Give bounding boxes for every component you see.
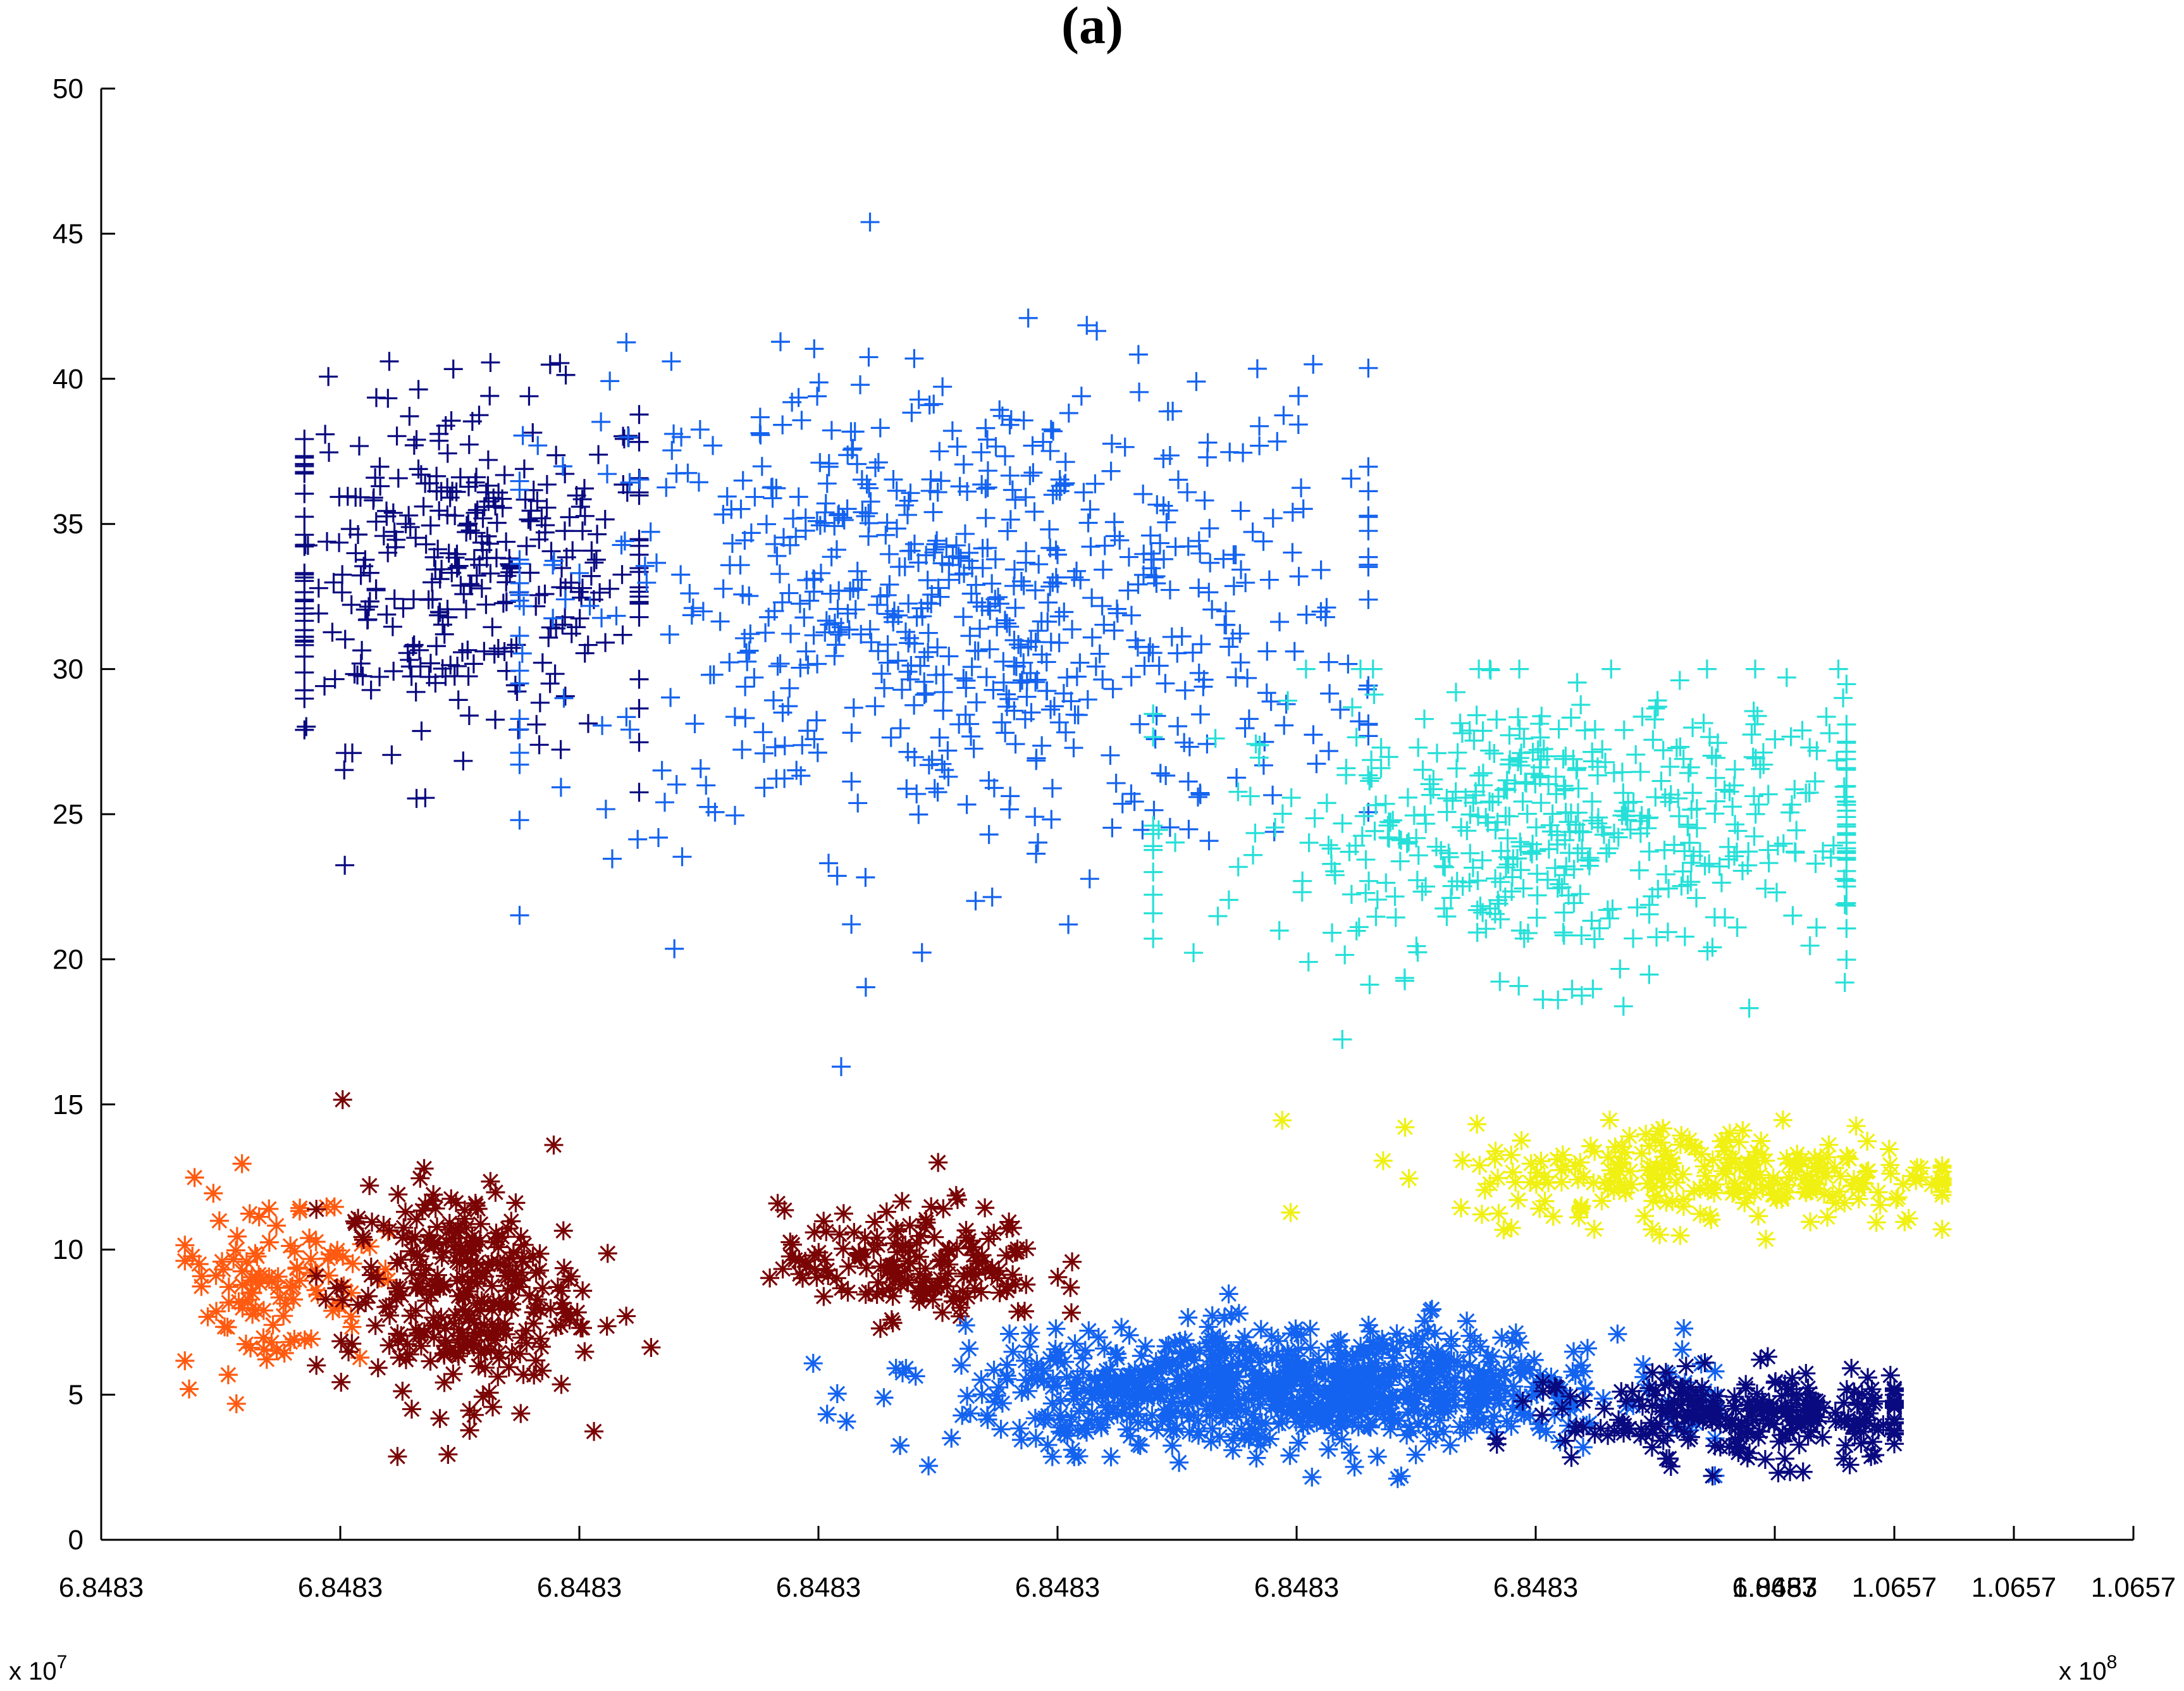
x-tick-label: 6.8483: [1254, 1572, 1340, 1603]
x-tick-label: 6.8483: [1732, 1572, 1818, 1603]
marker-points: [510, 213, 1378, 1077]
chart-title: (a): [1061, 0, 1123, 55]
x-tick-label-overprint: 6.8483: [1732, 1572, 1818, 1603]
x-tick-label: 1.0657: [1852, 1572, 1937, 1603]
y-tick-label: 5: [68, 1380, 83, 1411]
x-tick-label: 6.8483: [59, 1572, 144, 1603]
series-cluster-2: [510, 213, 1378, 1077]
x-tick-label: 6.8483: [298, 1572, 383, 1603]
marker-points: [307, 1090, 661, 1466]
x-tick-label: 1.0657: [1971, 1572, 2057, 1603]
y-tick-label: 40: [52, 364, 83, 395]
marker-points: [760, 1153, 1082, 1338]
x-ticks: 6.8483 6.8483 6.8483 6.8483 6.8483 6.8483 6.84…: [59, 1526, 2176, 1603]
y-tick-label: 20: [52, 944, 83, 975]
marker-points: [295, 352, 649, 875]
series-cluster-7: [760, 1153, 1082, 1338]
y-tick-label: 10: [52, 1234, 83, 1265]
x-tick-label: 6.8483: [537, 1572, 622, 1603]
x-tick-label: 6.8483: [1493, 1572, 1579, 1603]
x-multiplier-right: x 108: [2059, 1652, 2117, 1685]
y-tick-label: 0: [68, 1525, 83, 1556]
marker-points: [1144, 659, 1856, 1050]
y-tick-label: 15: [52, 1089, 83, 1120]
x-tick-label-overprint: 1.0657: [1732, 1572, 1818, 1603]
marker-points: [1487, 1347, 1904, 1486]
y-tick-label: 35: [52, 509, 83, 540]
marker-points: [175, 1154, 398, 1413]
y-tick-label: 30: [52, 654, 83, 685]
series-cluster-1: [295, 352, 649, 875]
series-cluster-5: [175, 1154, 398, 1413]
x-tick-label: 1.0657: [2091, 1572, 2176, 1603]
y-tick-label: 25: [52, 799, 83, 830]
y-tick-label: 45: [52, 218, 83, 249]
x-tick-label: 6.8483: [1015, 1572, 1101, 1603]
series-cluster-6: [307, 1090, 661, 1466]
marker-points: [1273, 1110, 1952, 1249]
x-tick-label: 6.8483: [776, 1572, 861, 1603]
y-tick-label: 50: [52, 73, 83, 104]
data-points: [175, 213, 1952, 1489]
series-cluster-3: [1144, 659, 1856, 1050]
x-multiplier-left: x 107: [9, 1652, 67, 1685]
series-cluster-4: [1273, 1110, 1952, 1249]
series-cluster-9: [1487, 1347, 1904, 1486]
y-ticks: 0 5 10 15 20 25 30 35 40 45 50: [52, 73, 115, 1556]
